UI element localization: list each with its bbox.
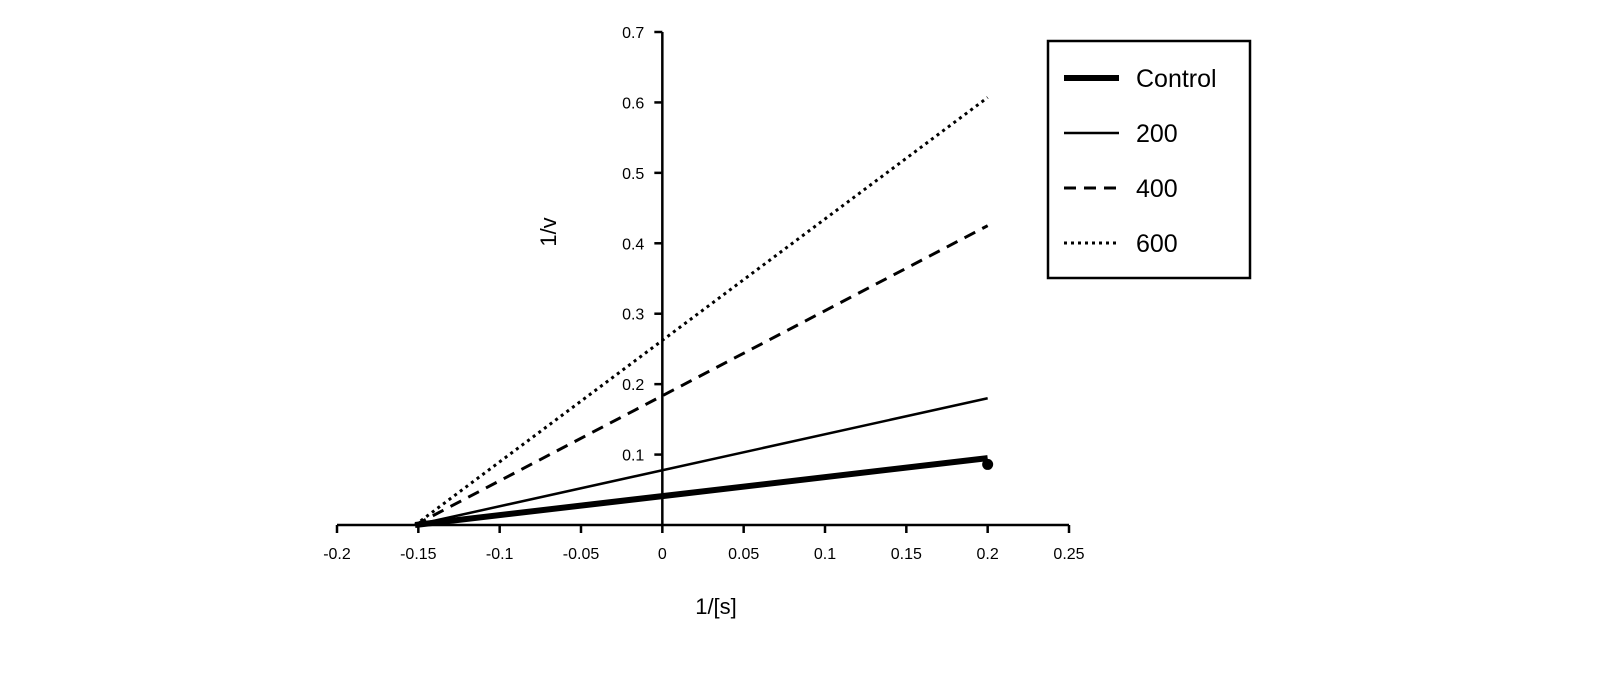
y-tick-label: 0.2 xyxy=(622,377,644,394)
y-tick-label: 0.7 xyxy=(622,25,644,42)
x-tick-label: 0.15 xyxy=(891,546,922,563)
x-tick-label: 0.05 xyxy=(728,546,759,563)
legend: Control 200 400 600 xyxy=(1046,39,1252,280)
series-line-600 xyxy=(414,96,989,527)
series-line-400 xyxy=(414,224,989,527)
legend-label-400: 400 xyxy=(1136,175,1178,203)
legend-label-600: 600 xyxy=(1136,230,1178,258)
y-tick-label: 0.5 xyxy=(622,166,644,183)
data-point xyxy=(982,458,994,470)
legend-items: Control 200 400 600 xyxy=(1064,65,1217,258)
x-tick-label: -0.05 xyxy=(563,546,600,563)
series-layer xyxy=(414,96,989,528)
axes-layer xyxy=(337,32,1069,527)
ticks-layer: -0.2 -0.15 -0.1 -0.05 0 0.05 0.1 0.15 0.2 0.25 0.1… xyxy=(323,25,1084,563)
x-tick-label: 0 xyxy=(658,546,667,563)
y-tick-label: 0.6 xyxy=(622,95,644,112)
x-tick-label: 0.1 xyxy=(814,546,836,563)
x-tick-label: -0.15 xyxy=(400,546,437,563)
legend-label-200: 200 xyxy=(1136,120,1178,148)
y-axis-title: 1/v xyxy=(536,217,561,246)
y-tick-label: 0.3 xyxy=(622,307,644,324)
x-tick-label: -0.1 xyxy=(486,546,514,563)
series-line-200 xyxy=(414,397,988,527)
x-tick-label: 0.25 xyxy=(1053,546,1084,563)
marker-layer xyxy=(982,458,994,470)
series-line-control xyxy=(414,455,989,528)
y-tick-label: 0.1 xyxy=(622,448,644,465)
legend-label-control: Control xyxy=(1136,65,1217,93)
x-tick-label: -0.2 xyxy=(323,546,351,563)
y-tick-label: 0.4 xyxy=(622,236,644,253)
x-axis-title: 1/[s] xyxy=(695,594,737,619)
x-tick-label: 0.2 xyxy=(977,546,999,563)
